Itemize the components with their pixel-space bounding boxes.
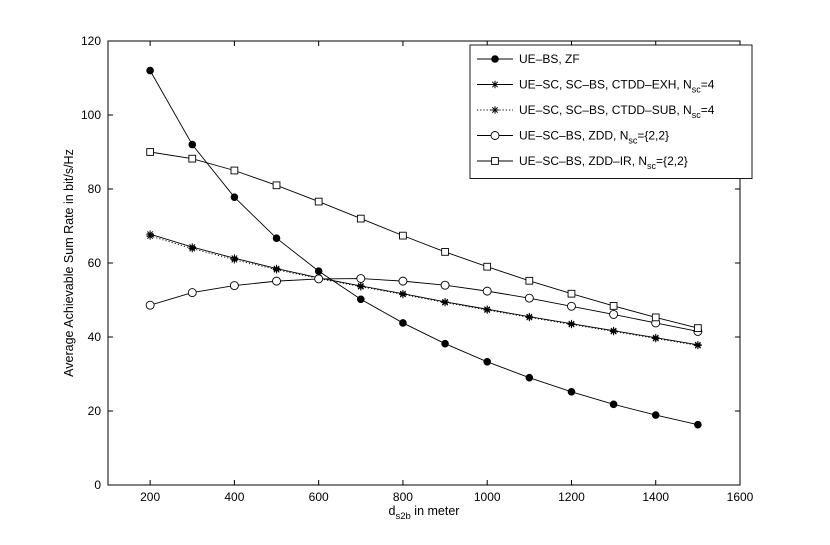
data-point-s0-4 <box>314 267 323 275</box>
legend-marker-4 <box>491 157 499 165</box>
data-point-s0-2 <box>230 193 239 201</box>
data-point-s2-11 <box>609 327 618 336</box>
legend-marker-0 <box>491 55 499 63</box>
data-point-s0-8 <box>483 357 492 366</box>
data-point-s3-10 <box>567 301 576 311</box>
data-point-s4-6 <box>399 231 407 240</box>
data-point-s2-5 <box>357 282 365 291</box>
y-tick-label: 60 <box>88 256 102 270</box>
y-tick-label: 100 <box>81 108 101 122</box>
data-point-s4-12 <box>651 313 660 322</box>
legend-marker-2 <box>491 106 499 114</box>
data-point-s0-9 <box>525 373 534 382</box>
data-point-s4-5 <box>356 214 365 223</box>
series-layer <box>145 66 703 429</box>
legend-label-4: UE–SC–BS, ZDD–IR, Nsc={2,2} <box>519 154 688 171</box>
data-point-s2-7 <box>441 298 449 307</box>
legend-marker-3 <box>490 131 500 140</box>
data-point-s2-13 <box>694 341 702 350</box>
data-point-s3-6 <box>398 276 408 286</box>
data-point-s3-9 <box>524 293 534 303</box>
x-tick-label: 200 <box>140 490 160 504</box>
data-point-s0-10 <box>567 387 576 396</box>
x-tick-label: 1600 <box>727 490 754 504</box>
x-axis-label: ds2b in meter <box>389 504 460 522</box>
data-point-s0-0 <box>146 66 154 75</box>
data-point-s0-5 <box>356 295 365 304</box>
data-point-s3-2 <box>229 281 239 291</box>
data-point-s2-1 <box>188 244 197 253</box>
legend-label-3: UE–SC–BS, ZDD, Nsc={2,2} <box>519 129 669 146</box>
data-point-s0-11 <box>609 400 618 409</box>
data-point-s3-7 <box>440 280 450 290</box>
data-point-s4-8 <box>483 262 492 271</box>
legend-marker-1 <box>491 80 499 89</box>
data-point-s3-5 <box>356 274 366 283</box>
data-point-s2-8 <box>483 306 491 314</box>
data-point-s3-1 <box>187 288 197 298</box>
data-point-s2-3 <box>272 265 281 274</box>
data-point-s3-8 <box>482 286 492 296</box>
series-line-0 <box>149 70 698 426</box>
y-tick-label: 80 <box>88 182 102 196</box>
data-point-s0-1 <box>188 140 197 149</box>
data-point-s4-4 <box>314 197 323 206</box>
data-point-s2-2 <box>230 255 239 264</box>
x-tick-label: 1400 <box>642 490 669 504</box>
y-tick-label: 0 <box>94 478 101 492</box>
y-tick-label: 40 <box>88 330 102 344</box>
x-tick-label: 600 <box>309 490 329 504</box>
data-point-s3-0 <box>145 300 155 310</box>
legend-label-1: UE–SC, SC–BS, CTDD–EXH, Nsc=4 <box>519 78 715 95</box>
series-line-1 <box>150 233 698 346</box>
legend: UE–BS, ZF UE–SC, SC–BS, CTDD–EXH, Nsc=4 UE… <box>469 44 753 179</box>
data-point-s4-3 <box>272 181 281 190</box>
data-point-s0-12 <box>651 411 660 419</box>
x-tick-label: 800 <box>393 490 413 504</box>
data-point-s0-13 <box>694 420 702 429</box>
data-point-s4-10 <box>567 289 576 298</box>
data-point-s2-10 <box>567 320 576 329</box>
data-point-s0-3 <box>272 234 281 243</box>
y-axis: 0 20 40 60 80 100 120 <box>81 34 740 492</box>
legend-label-2: UE–SC, SC–BS, CTDD–SUB, Nsc=4 <box>519 103 715 120</box>
y-tick-label: 20 <box>88 404 102 418</box>
data-point-s2-9 <box>525 313 534 322</box>
data-point-s0-6 <box>399 319 407 327</box>
legend-box <box>469 44 753 179</box>
x-tick-label: 1200 <box>558 490 585 504</box>
data-point-s4-1 <box>188 154 197 163</box>
legend-label-0: UE–BS, ZF <box>519 52 580 66</box>
data-point-s4-11 <box>609 302 618 310</box>
data-point-s2-6 <box>399 290 407 299</box>
data-point-s4-9 <box>525 276 534 285</box>
data-point-s3-4 <box>314 274 324 284</box>
x-tick-label: 400 <box>224 490 244 504</box>
data-point-s2-0 <box>146 232 154 240</box>
data-point-s0-7 <box>441 339 449 348</box>
y-axis-label: Average Achievable Sum Rate in bit/s/Hz <box>62 149 76 377</box>
data-point-s3-11 <box>609 309 619 319</box>
data-point-s4-7 <box>441 248 449 256</box>
x-tick-label: 1000 <box>474 490 501 504</box>
data-point-s2-12 <box>651 334 660 343</box>
data-point-s3-3 <box>272 276 281 286</box>
data-point-s4-0 <box>146 148 154 156</box>
series-line-4 <box>150 151 698 329</box>
data-point-s4-13 <box>694 324 702 332</box>
series-line-3 <box>150 278 698 332</box>
data-point-s4-2 <box>230 166 239 175</box>
y-tick-label: 120 <box>81 34 101 48</box>
